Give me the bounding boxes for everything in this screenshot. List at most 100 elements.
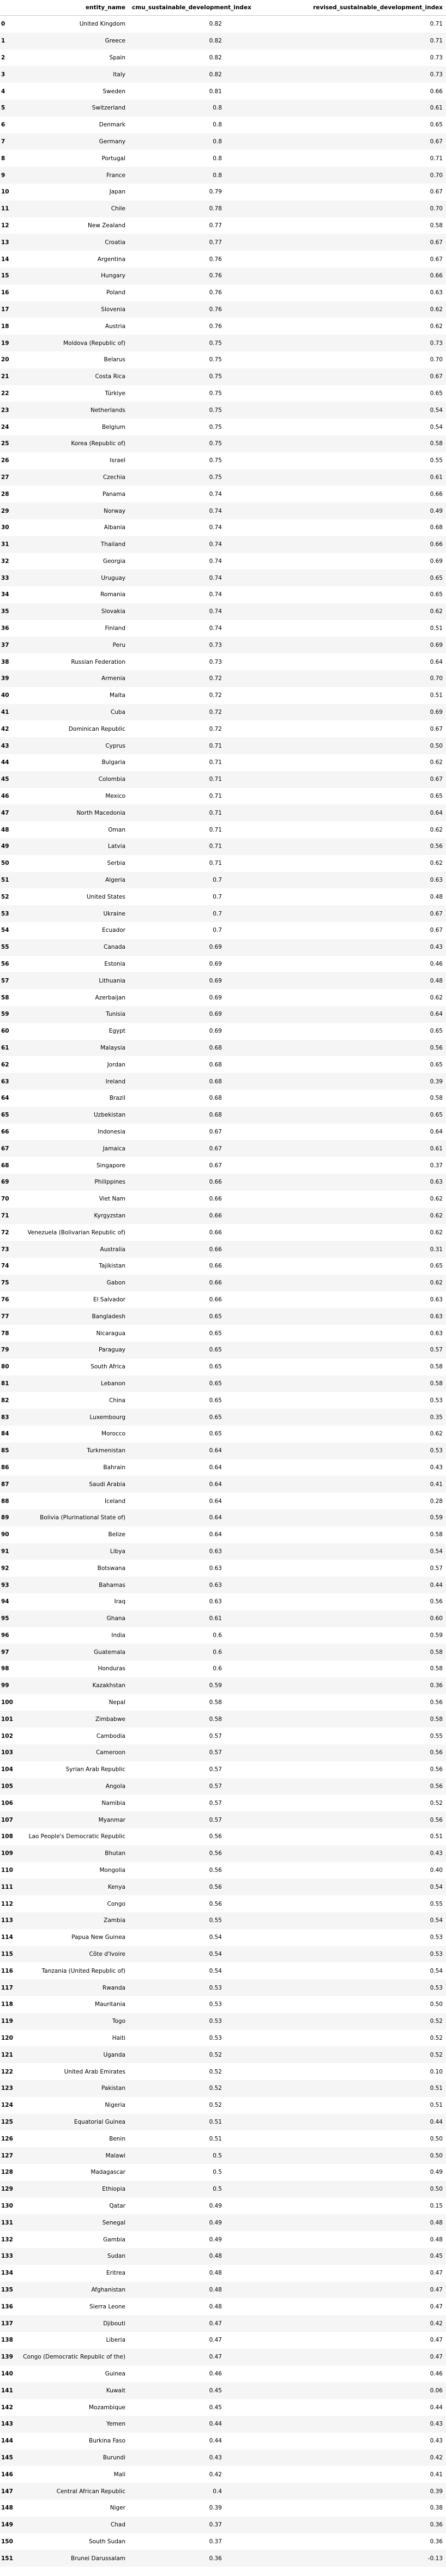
cmu-index-cell: 0.37 [209,2538,222,2545]
revised-index-cell: 0.62 [225,1274,446,1292]
row-index: 100 [1,1699,13,1706]
row-index: 34 [1,591,9,598]
row-index: 88 [1,1498,9,1505]
revised-index-cell: 0.54 [225,1912,446,1929]
revised-index-cell: 0.64 [430,658,443,665]
row-index: 18 [1,323,9,330]
revised-index-cell: 0.60 [225,1610,446,1627]
table-row: 101 Zimbabwe 0.58 0.58 [0,1711,446,1728]
row-index: 142 [1,2404,13,2411]
cmu-index-cell: 0.76 [129,301,225,318]
row-index: 136 [1,2303,13,2310]
entity-name-cell: Georgia [103,557,125,565]
revised-index-cell: 0.66 [430,88,443,95]
table-row: 23 Netherlands 0.75 0.54 [0,402,446,419]
entity-name-cell: Cameroon [20,1744,129,1761]
entity-name-cell: Bhutan [20,1845,129,1862]
row-index: 98 [1,1665,9,1672]
entity-name-cell: China [109,1397,125,1404]
table-row: 118 Mauritania 0.53 0.50 [0,1996,446,2013]
row-index: 26 [1,457,9,464]
revised-index-cell: 0.59 [225,1509,446,1526]
row-index: 114 [1,1934,13,1941]
entity-name-cell: Poland [106,289,125,296]
revised-index-cell: 0.62 [225,301,446,318]
row-index: 130 [1,2202,13,2209]
table-row: 7 Germany 0.8 0.67 [0,133,446,150]
table-row: 76 El Salvador 0.66 0.63 [0,1292,446,1308]
cmu-index-cell: 0.66 [209,1296,222,1303]
row-index: 0 [1,21,5,28]
cmu-index-cell: 0.8 [129,133,225,150]
table-row: 131 Senegal 0.49 0.48 [0,2214,446,2232]
cmu-index-cell: 0.56 [209,1900,222,1907]
entity-name-cell: Spain [109,54,125,61]
cmu-index-cell: 0.82 [129,66,225,83]
entity-name-cell: United Arab Emirates [64,2068,125,2075]
table-row: 141 Kuwait 0.45 0.06 [0,2382,446,2399]
revised-index-cell: 0.56 [225,1778,446,1795]
table-row: 66 Indonesia 0.67 0.64 [0,1124,446,1141]
cmu-index-cell: 0.76 [209,323,222,330]
row-index: 29 [0,502,20,519]
row-index: 104 [1,1766,13,1773]
cmu-index-cell: 0.63 [209,1598,222,1605]
cmu-index-cell: 0.74 [129,536,225,553]
cmu-index-cell: 0.65 [209,1330,222,1337]
table-row: 119 Togo 0.53 0.52 [0,2013,446,2030]
table-row: 14 Argentina 0.76 0.67 [0,251,446,268]
row-index: 96 [1,1632,9,1639]
revised-index-cell: 0.35 [225,1409,446,1426]
table-row: 140 Guinea 0.46 0.46 [0,2366,446,2383]
table-row: 37 Peru 0.73 0.69 [0,637,446,654]
cmu-index-cell: 0.68 [209,1095,222,1102]
entity-name-cell: Niger [110,2505,125,2512]
cmu-index-cell: 0.51 [129,2113,225,2131]
cmu-index-cell: 0.64 [129,1476,225,1493]
row-index: 77 [0,1308,20,1325]
table-row: 45 Colombia 0.71 0.67 [0,771,446,788]
cmu-index-cell: 0.73 [209,658,222,665]
entity-name-cell: Sierra Leone [89,2303,125,2310]
entity-name-cell: Malawi [20,2147,129,2164]
cmu-index-cell: 0.5 [129,2180,225,2198]
row-index: 72 [1,1229,9,1236]
row-index: 63 [0,1073,20,1090]
revised-index-cell: 0.57 [225,1341,446,1359]
table-row: 9 France 0.8 0.70 [0,167,446,184]
revised-index-cell: 0.62 [430,860,443,867]
cmu-index-cell: 0.59 [129,1677,225,1694]
revised-index-cell: 0.61 [225,469,446,486]
revised-index-cell: 0.45 [225,2247,446,2265]
cmu-index-cell: 0.69 [129,938,225,956]
row-index: 8 [1,155,5,162]
table-row: 13 Croatia 0.77 0.67 [0,234,446,251]
row-index: 51 [0,871,20,889]
row-index: 19 [0,335,20,351]
revised-index-cell: 0.50 [225,2147,446,2164]
row-index: 10 [1,189,9,196]
cmu-index-cell: 0.65 [209,1397,222,1404]
revised-index-cell: 0.55 [430,457,443,464]
row-index: 116 [1,1967,13,1974]
entity-name-cell: Lao People's Democratic Republic [28,1833,125,1840]
table-row: 70 Viet Nam 0.66 0.62 [0,1191,446,1208]
revised-index-cell: 0.67 [225,133,446,150]
row-index: 35 [0,603,20,620]
entity-name-cell: Zimbabwe [20,1711,129,1728]
cmu-index-cell: 0.48 [129,2281,225,2299]
revised-index-cell: 0.58 [225,435,446,452]
row-index: 60 [1,1028,9,1035]
row-index: 113 [0,1912,20,1929]
entity-name-cell: Hungary [20,267,129,284]
row-index: 46 [1,793,9,800]
cmu-index-cell: 0.49 [129,2214,225,2232]
cmu-index-cell: 0.66 [209,1263,222,1270]
row-index: 66 [1,1128,9,1135]
table-row: 61 Malaysia 0.68 0.56 [0,1039,446,1057]
revised-index-cell: 0.62 [430,1431,443,1438]
cmu-index-cell: 0.49 [209,2236,222,2243]
table-row: 92 Botswana 0.63 0.57 [0,1560,446,1577]
entity-name-cell: Rwanda [20,1979,129,1997]
revised-index-cell: 0.57 [430,1565,443,1572]
